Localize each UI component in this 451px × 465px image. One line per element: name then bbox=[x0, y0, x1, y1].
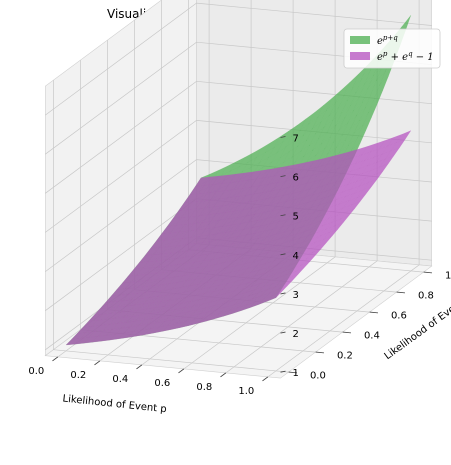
grid-line-z bbox=[45, 2, 432, 116]
x-tick-label: 1.0 bbox=[238, 386, 254, 397]
z-tick-label: 3 bbox=[293, 290, 299, 301]
y-tick-label: 0.2 bbox=[337, 351, 353, 362]
x-tick bbox=[220, 372, 227, 378]
surface-cell bbox=[295, 261, 310, 272]
legend-swatch bbox=[350, 36, 370, 44]
z-tick bbox=[280, 136, 286, 138]
surface-cell bbox=[289, 267, 305, 278]
y-tick bbox=[288, 371, 298, 374]
y-tick-label: 0.6 bbox=[391, 311, 407, 322]
y-tick bbox=[315, 351, 325, 354]
surface-cell bbox=[384, 147, 401, 160]
surface-cell bbox=[283, 273, 299, 284]
legend-entry: ep + eq − 1 bbox=[377, 50, 434, 63]
x-tick bbox=[178, 368, 185, 374]
surfaces bbox=[65, 14, 412, 346]
z-tick-label: 7 bbox=[293, 133, 299, 144]
x-tick bbox=[52, 356, 59, 362]
surface-exp-p-plus-exp-q-minus-1 bbox=[65, 130, 412, 346]
z-tick-label: 2 bbox=[293, 329, 299, 340]
y-tick-label: 1.0 bbox=[445, 271, 451, 282]
grid-line-q bbox=[53, 80, 289, 373]
surface-cell bbox=[300, 255, 316, 266]
y-tick bbox=[396, 291, 406, 294]
z-tick bbox=[280, 175, 286, 177]
x-tick-label: 0.2 bbox=[70, 370, 86, 381]
x-tick bbox=[94, 360, 101, 366]
x-tick bbox=[136, 364, 143, 370]
tick-marks: 0.0 0.2 0.4 0.6 0.8 1.0 0.0 0.2 0.4 0.6 0.8 1.0 1 2 3 4… bbox=[28, 133, 451, 396]
z-tick-label: 1 bbox=[293, 368, 299, 379]
z-tick bbox=[280, 253, 286, 256]
grid-line-p bbox=[183, 0, 336, 370]
y-tick bbox=[342, 331, 352, 334]
x-tick-label: 0.4 bbox=[112, 374, 128, 385]
y-tick-label: 0.0 bbox=[310, 371, 326, 382]
y-tick bbox=[423, 271, 433, 274]
x-tick-label: 0.6 bbox=[154, 378, 170, 389]
x-axis-label: Likelihood of Event p bbox=[62, 393, 167, 415]
y-tick-label: 0.8 bbox=[418, 291, 434, 302]
surface-cell bbox=[267, 291, 282, 302]
legend-swatch bbox=[350, 52, 370, 60]
x-tick-label: 0.0 bbox=[28, 366, 44, 377]
y-tick-label: 0.4 bbox=[364, 331, 380, 342]
y-tick bbox=[369, 311, 379, 314]
legend: ep+qep + eq − 1 bbox=[343, 28, 441, 69]
grid-line-p bbox=[267, 0, 420, 378]
x-tick-label: 0.8 bbox=[196, 382, 212, 393]
surface-cell bbox=[306, 248, 322, 260]
z-tick bbox=[280, 331, 286, 334]
z-tick bbox=[280, 292, 286, 295]
z-tick bbox=[280, 370, 286, 373]
z-tick-label: 6 bbox=[293, 173, 299, 184]
y-axis-label: Likelihood of Event q bbox=[383, 292, 451, 362]
x-tick bbox=[262, 376, 269, 382]
z-tick bbox=[280, 214, 286, 217]
surface-cell bbox=[278, 279, 294, 290]
z-tick-label: 4 bbox=[293, 251, 299, 262]
grid-line-q bbox=[80, 60, 316, 353]
z-tick-label: 5 bbox=[293, 212, 299, 223]
